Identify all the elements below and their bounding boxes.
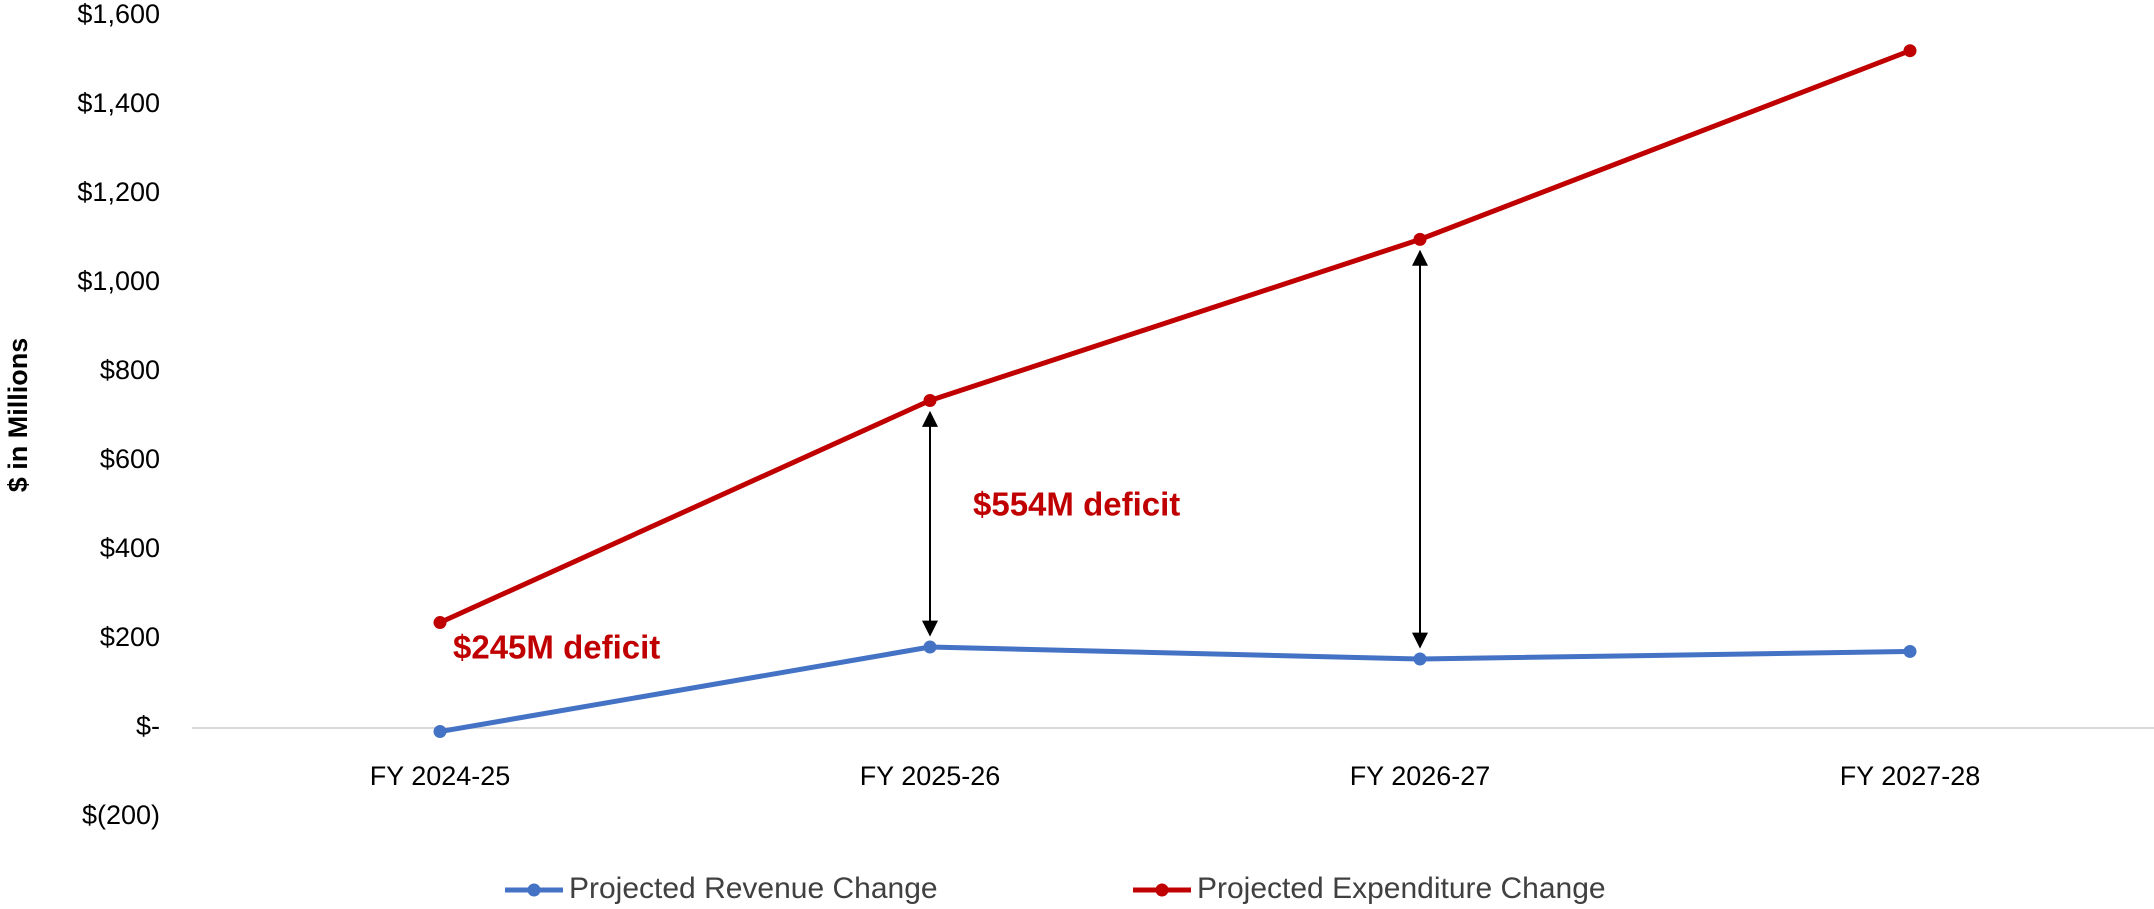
series-line bbox=[438, 48, 1911, 625]
legend-label: Projected Revenue Change bbox=[569, 872, 938, 905]
y-tick-label: $200 bbox=[100, 622, 160, 652]
annotation: $554M deficit bbox=[973, 486, 1180, 523]
legend-label: Projected Expenditure Change bbox=[1197, 872, 1606, 905]
y-axis-title: $ in Millions bbox=[3, 338, 33, 493]
point bbox=[923, 640, 937, 654]
y-tick-label: $1,000 bbox=[77, 266, 160, 296]
series-line bbox=[439, 644, 1911, 735]
legend-marker bbox=[527, 883, 541, 897]
y-tick-label: $1,200 bbox=[77, 177, 160, 207]
y-tick-label: $- bbox=[136, 711, 160, 741]
y-tick-label: $400 bbox=[100, 533, 160, 563]
y-tick-label: $(200) bbox=[82, 800, 160, 830]
point bbox=[1903, 644, 1917, 658]
x-tick-label: FY 2027-28 bbox=[1840, 761, 1981, 791]
legend-marker bbox=[1155, 883, 1169, 897]
y-tick-label: $1,400 bbox=[77, 88, 160, 118]
point bbox=[1903, 44, 1917, 58]
x-tick-label: FY 2026-27 bbox=[1350, 761, 1491, 791]
y-tick-label: $800 bbox=[100, 355, 160, 385]
x-tick-label: FY 2024-25 bbox=[370, 761, 511, 791]
point bbox=[433, 725, 447, 739]
point bbox=[923, 393, 937, 407]
point bbox=[433, 616, 447, 630]
point bbox=[1413, 232, 1427, 246]
y-tick-label: $1,600 bbox=[77, 0, 160, 29]
x-tick-label: FY 2025-26 bbox=[860, 761, 1001, 791]
point bbox=[1413, 652, 1427, 666]
y-tick-label: $600 bbox=[100, 444, 160, 474]
annotation: $245M deficit bbox=[453, 629, 660, 666]
